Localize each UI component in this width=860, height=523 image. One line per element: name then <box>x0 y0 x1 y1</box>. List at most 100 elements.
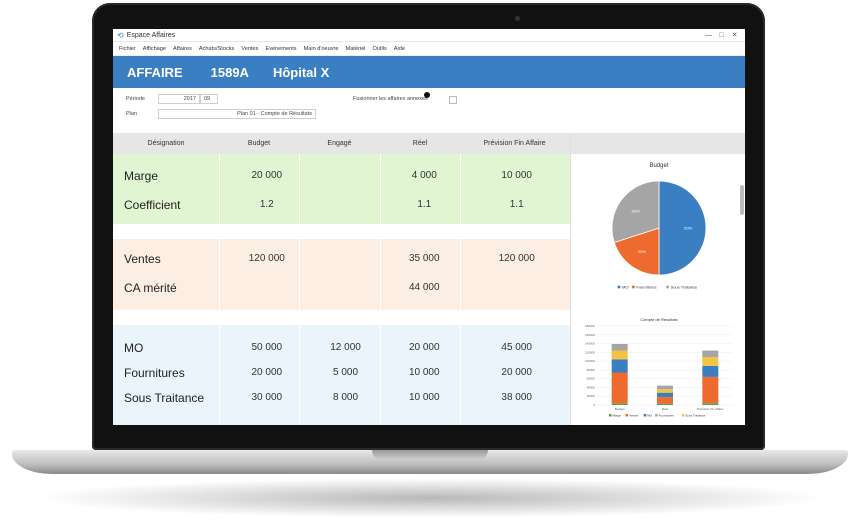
app-logo-icon: ⟲ <box>117 30 124 40</box>
bar-segment <box>702 376 719 404</box>
pie-slice <box>613 227 660 276</box>
cell-prevision: 10 000 <box>501 170 532 181</box>
fusion-checkbox[interactable] <box>449 96 457 104</box>
bar-segment <box>702 350 719 358</box>
app-window: ⟲ Espace Affaires — □ ✕ Fichier Affichag… <box>113 29 745 425</box>
table-row[interactable]: Coefficient 1.2 1.1 1.1 <box>113 190 570 219</box>
bar-segment <box>657 392 673 398</box>
cell-reel: 1.1 <box>417 199 432 210</box>
header-budget[interactable]: Budget <box>247 140 271 147</box>
legend-label: MO <box>622 285 628 290</box>
menu-fichier[interactable]: Fichier <box>119 45 136 52</box>
header-reel[interactable]: Réel <box>412 140 428 147</box>
header-engage[interactable]: Engagé <box>327 140 352 147</box>
bar-segment <box>657 403 673 405</box>
legend-swatch <box>655 414 658 417</box>
bar-segment <box>611 403 628 405</box>
affaire-code: 1589A <box>210 64 249 80</box>
y-tick-label: 160000 <box>585 333 595 337</box>
y-tick-label: 20000 <box>587 394 596 398</box>
menu-ventes[interactable]: Ventes <box>241 45 259 52</box>
menu-affichage[interactable]: Affichage <box>142 45 167 52</box>
table-header: Désignation Budget Engagé Réel Prévision… <box>113 133 570 154</box>
bar-segment <box>611 359 628 373</box>
y-tick-label: 0 <box>593 403 595 407</box>
legend-label: Sous Traitance <box>671 285 698 290</box>
y-tick-label: 180000 <box>585 324 595 328</box>
fusion-label: Fusionner les affaires annexes <box>353 96 428 102</box>
column-divider <box>299 154 300 425</box>
menu-main-oeuvre[interactable]: Main d'oeuvre <box>303 45 339 52</box>
cell-designation: Ventes <box>124 251 161 266</box>
table-row[interactable]: CA mérité 44 000 <box>113 273 570 302</box>
table-row[interactable]: Marge 20 000 4 000 10 000 <box>113 161 570 190</box>
periode-label: Période <box>126 96 145 102</box>
cell-engage: 12 000 <box>330 342 361 353</box>
menu-aide[interactable]: Aide <box>393 45 405 52</box>
table-row[interactable]: Fournitures 20 000 5 000 10 000 20 000 <box>113 360 570 385</box>
menu-evenements[interactable]: Evénements <box>265 45 297 52</box>
bar-segment <box>657 385 673 390</box>
band-marge: Marge 20 000 4 000 10 000 Coefficient 1.… <box>113 154 570 224</box>
plan-select[interactable]: Plan 01 - Compte de Résultats <box>158 109 316 119</box>
cell-prevision: 38 000 <box>501 392 532 403</box>
menu-outils[interactable]: Outils <box>372 45 387 52</box>
band-gap <box>113 310 570 325</box>
cell-reel: 20 000 <box>408 342 440 353</box>
cell-budget: 1.2 <box>259 199 274 210</box>
cell-designation: Sous Traitance <box>124 390 205 405</box>
header-prevision[interactable]: Prévision Fin Affaire <box>483 140 546 147</box>
pie-value-label: 30% <box>631 208 639 213</box>
cell-budget: 20 000 <box>251 170 283 181</box>
minimize-button[interactable]: — <box>705 31 712 39</box>
band-gap <box>113 224 570 239</box>
filter-form: Période 2017 09 Fusionner les affaires a… <box>113 88 745 128</box>
legend-label: Fournitures <box>659 413 675 417</box>
band-ventes: Ventes 120 000 35 000 120 000 CA mérité … <box>113 239 570 310</box>
pie-chart: Budget 50% 20% 30% MO Fournitures Sous Trait… <box>611 163 707 290</box>
year-field[interactable]: 2017 <box>158 94 200 104</box>
cell-reel: 10 000 <box>408 367 440 378</box>
legend-label: Marge <box>613 413 622 417</box>
legend-swatch <box>666 285 670 289</box>
legend-swatch <box>609 414 612 417</box>
pie-slice <box>611 180 660 244</box>
menu-achats-stocks[interactable]: Achats/Stocks <box>198 45 235 52</box>
legend-label: Sous Traitance <box>685 413 705 417</box>
bar-segment <box>611 350 628 360</box>
cell-budget: 20 000 <box>251 367 283 378</box>
legend-label: Ventes <box>629 413 639 417</box>
bar-chart: Compte de Résultats 0 20000 40000 60000 8000… <box>585 317 733 417</box>
bar-segment <box>611 372 628 404</box>
cell-reel: 35 000 <box>408 253 440 264</box>
month-field[interactable]: 09 <box>200 94 218 104</box>
pie-slice <box>658 180 707 276</box>
cell-designation: Marge <box>124 168 159 183</box>
table-row[interactable]: Sous Traitance 30 000 8 000 10 000 38 00… <box>113 385 570 410</box>
menu-affaires[interactable]: Affaires <box>173 45 192 52</box>
charts-panel: Budget 50% 20% 30% MO Fournitures Sous Trait… <box>570 133 745 425</box>
legend-swatch <box>681 414 685 417</box>
pie-value-label: 20% <box>638 249 646 254</box>
cell-budget: 50 000 <box>251 342 283 353</box>
y-tick-label: 140000 <box>585 342 595 346</box>
x-tick-label: Budget <box>615 407 625 411</box>
cell-reel: 44 000 <box>408 282 440 293</box>
results-table: Désignation Budget Engagé Réel Prévision… <box>113 133 570 425</box>
y-tick-label: 60000 <box>587 377 596 381</box>
table-row[interactable]: Ventes 120 000 35 000 120 000 <box>113 244 570 273</box>
cell-prevision: 45 000 <box>501 342 532 353</box>
menu-materiel[interactable]: Matériel <box>345 45 366 52</box>
y-tick-label: 120000 <box>585 350 595 354</box>
table-row[interactable]: MO 50 000 12 000 20 000 45 000 <box>113 335 570 360</box>
y-tick-label: 80000 <box>587 368 596 372</box>
maximize-button[interactable]: □ <box>719 31 724 39</box>
close-button[interactable]: ✕ <box>731 32 738 39</box>
cell-budget: 30 000 <box>251 392 283 403</box>
vertical-scrollbar[interactable] <box>740 185 744 215</box>
pie-title: Budget <box>649 163 668 169</box>
header-designation[interactable]: Désignation <box>147 140 185 147</box>
charts-panel-header <box>571 133 745 154</box>
laptop-shadow <box>30 478 830 518</box>
bar-segment <box>702 403 719 405</box>
